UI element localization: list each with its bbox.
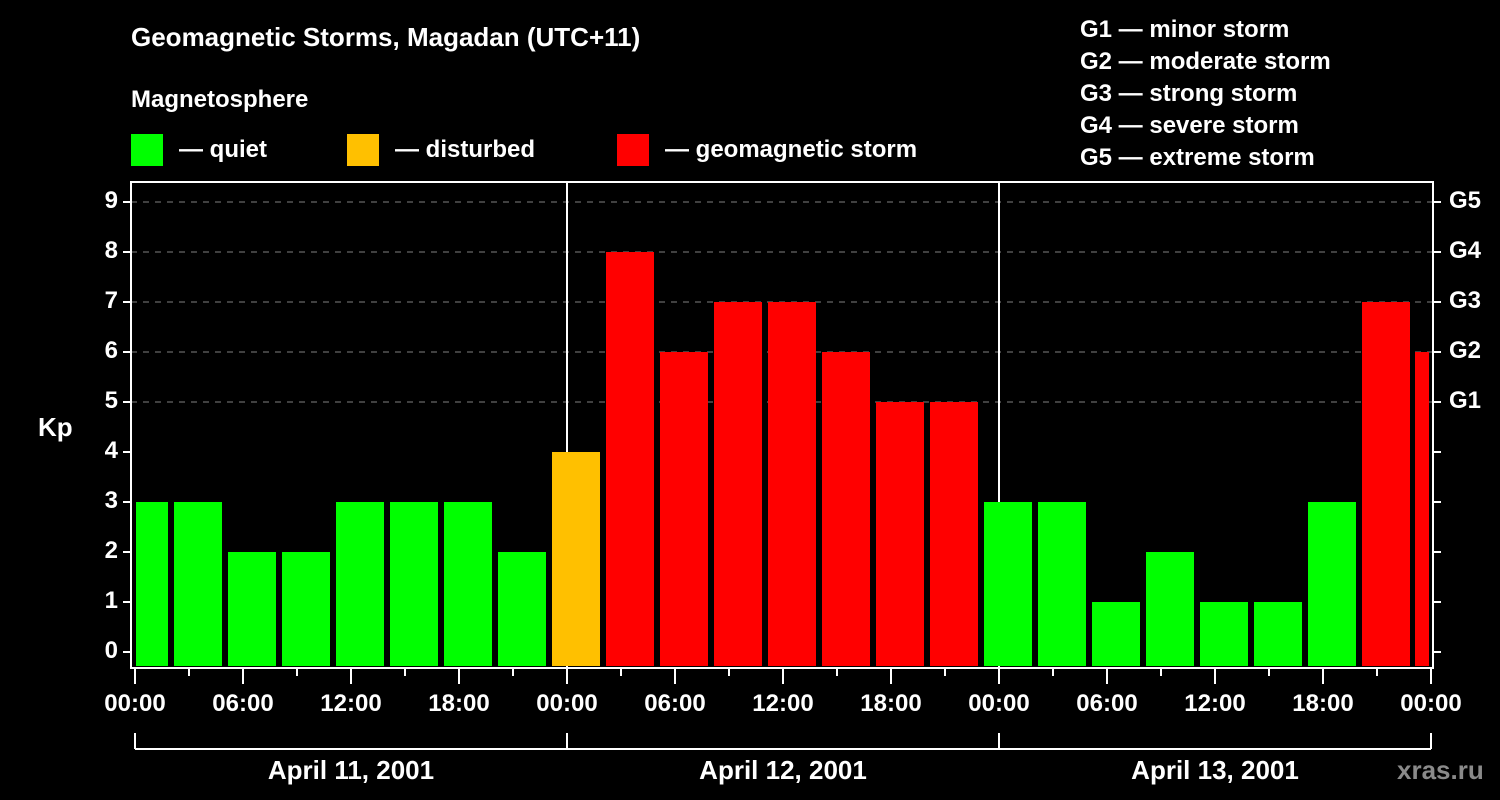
bars (136, 252, 1429, 666)
x-tick-label: 00:00 (104, 690, 166, 717)
x-tick-label: 12:00 (1184, 690, 1246, 717)
storm-scale-g2: G2 — moderate storm (1080, 48, 1331, 75)
x-tick-label: 00:00 (1400, 690, 1462, 717)
storm-swatch (617, 134, 649, 166)
kp-bar (822, 352, 870, 666)
watermark: xras.ru (1397, 755, 1484, 785)
g-scale-label: G5 (1449, 187, 1482, 214)
date-label: April 11, 2001 (267, 755, 435, 785)
kp-bar (714, 302, 762, 666)
legend-quiet: — quiet (131, 134, 267, 166)
x-tick-label: 12:00 (752, 690, 814, 717)
kp-bar (1308, 502, 1356, 666)
kp-bar (1362, 302, 1410, 666)
y-tick-label: 9 (104, 187, 118, 214)
x-tick-label: 18:00 (428, 690, 490, 717)
x-tick-label: 12:00 (320, 690, 382, 717)
kp-bar (552, 452, 600, 666)
kp-bar (984, 502, 1032, 666)
g-scale-label: G4 (1449, 237, 1482, 264)
kp-bar (1038, 502, 1086, 666)
y-tick-label: 1 (104, 587, 118, 614)
kp-bar (876, 402, 924, 666)
kp-bar (336, 502, 384, 666)
legend-storm: — geomagnetic storm (617, 134, 917, 166)
storm-scale-g3: G3 — strong storm (1080, 80, 1298, 107)
kp-bar (228, 552, 276, 666)
kp-bar (136, 502, 168, 666)
kp-bar (174, 502, 222, 666)
kp-bar (390, 502, 438, 666)
kp-bar (444, 502, 492, 666)
kp-bar (768, 302, 816, 666)
g-scale-label: G2 (1449, 337, 1482, 364)
storm-scale-g5: G5 — extreme storm (1080, 144, 1315, 171)
y-tick-label: 0 (104, 637, 118, 664)
x-tick-label: 00:00 (536, 690, 598, 717)
x-tick-label: 06:00 (1076, 690, 1138, 717)
y-axis-label: Kp (38, 412, 73, 442)
disturbed-swatch (347, 134, 379, 166)
x-tick-label: 00:00 (968, 690, 1030, 717)
x-tick-label: 06:00 (212, 690, 274, 717)
x-tick-label: 06:00 (644, 690, 706, 717)
kp-bar (1092, 602, 1140, 666)
legend-title: Magnetosphere (131, 86, 309, 113)
kp-bar (1254, 602, 1302, 666)
storm-scale-g4: G4 — severe storm (1080, 112, 1299, 139)
kp-bar (1200, 602, 1248, 666)
y-tick-label: 7 (104, 287, 118, 314)
legend-disturbed-label: — disturbed (395, 136, 536, 163)
kp-bar (606, 252, 654, 666)
storm-scale-g1: G1 — minor storm (1080, 16, 1290, 43)
kp-bar (660, 352, 708, 666)
x-tick-label: 18:00 (860, 690, 922, 717)
g-scale-label: G3 (1449, 287, 1482, 314)
chart-title: Geomagnetic Storms, Magadan (UTC+11) (131, 22, 641, 52)
y-tick-label: 6 (104, 337, 118, 364)
quiet-swatch (131, 134, 163, 166)
storm-scale-list: G1 — minor storm G2 — moderate storm G3 … (1080, 14, 1331, 174)
g-scale-label: G1 (1449, 387, 1482, 414)
y-tick-label: 8 (104, 237, 118, 264)
legend-quiet-label: — quiet (179, 136, 267, 163)
plot-frame (123, 181, 1441, 750)
legend-storm-label: — geomagnetic storm (665, 136, 918, 163)
kp-bar (498, 552, 546, 666)
x-tick-label: 18:00 (1292, 690, 1354, 717)
y-tick-label: 5 (104, 387, 118, 414)
kp-bar (1146, 552, 1194, 666)
y-tick-label: 3 (104, 487, 118, 514)
y-tick-label: 2 (104, 537, 118, 564)
date-label: April 13, 2001 (1131, 755, 1299, 785)
legend-disturbed: — disturbed (347, 134, 535, 166)
date-label: April 12, 2001 (699, 755, 867, 785)
kp-bar (930, 402, 978, 666)
y-tick-label: 4 (104, 437, 118, 464)
kp-bar (282, 552, 330, 666)
kp-bar (1415, 352, 1429, 666)
